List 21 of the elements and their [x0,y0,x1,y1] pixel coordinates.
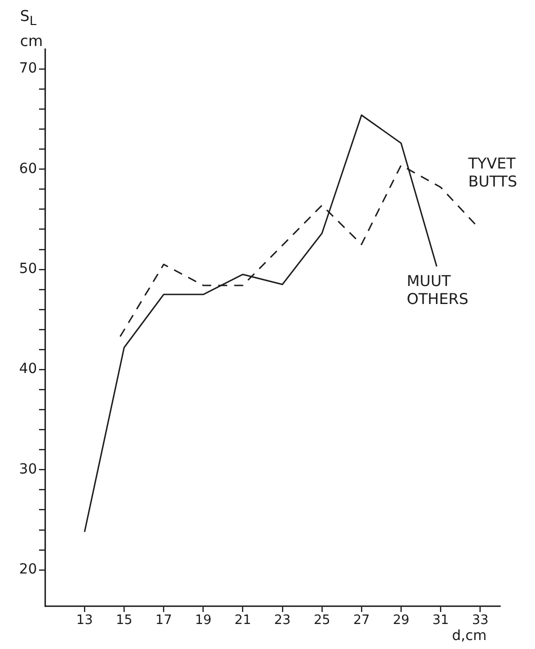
y-axis-title: S$_{L}$ cm [20,6,43,51]
x-tick-label: 15 [116,613,132,628]
x-tick-label: 19 [194,613,212,628]
y-tick-label: 70 [19,60,37,77]
y-tick-label: 50 [19,261,37,278]
y-tick-label: 60 [19,160,37,177]
series-label: MUUT OTHERS [406,272,468,308]
x-tick-label: 17 [155,613,172,628]
series-label: TYVET BUTTS [467,154,518,191]
y-tick-label: 30 [19,461,37,478]
x-tick-label: 33 [472,613,488,628]
x-tick-label: 23 [274,613,291,628]
x-tick-label: 29 [392,613,410,628]
x-tick-label: 13 [76,613,93,628]
x-axis-title: d,cm [452,628,487,644]
x-tick-label: 31 [432,613,449,628]
x-tick-label: 25 [314,613,330,628]
y-tick-label: 20 [19,562,37,578]
y-tick-label: 40 [19,361,37,378]
x-tick-label: 21 [234,613,252,628]
x-tick-label: 27 [353,613,370,628]
